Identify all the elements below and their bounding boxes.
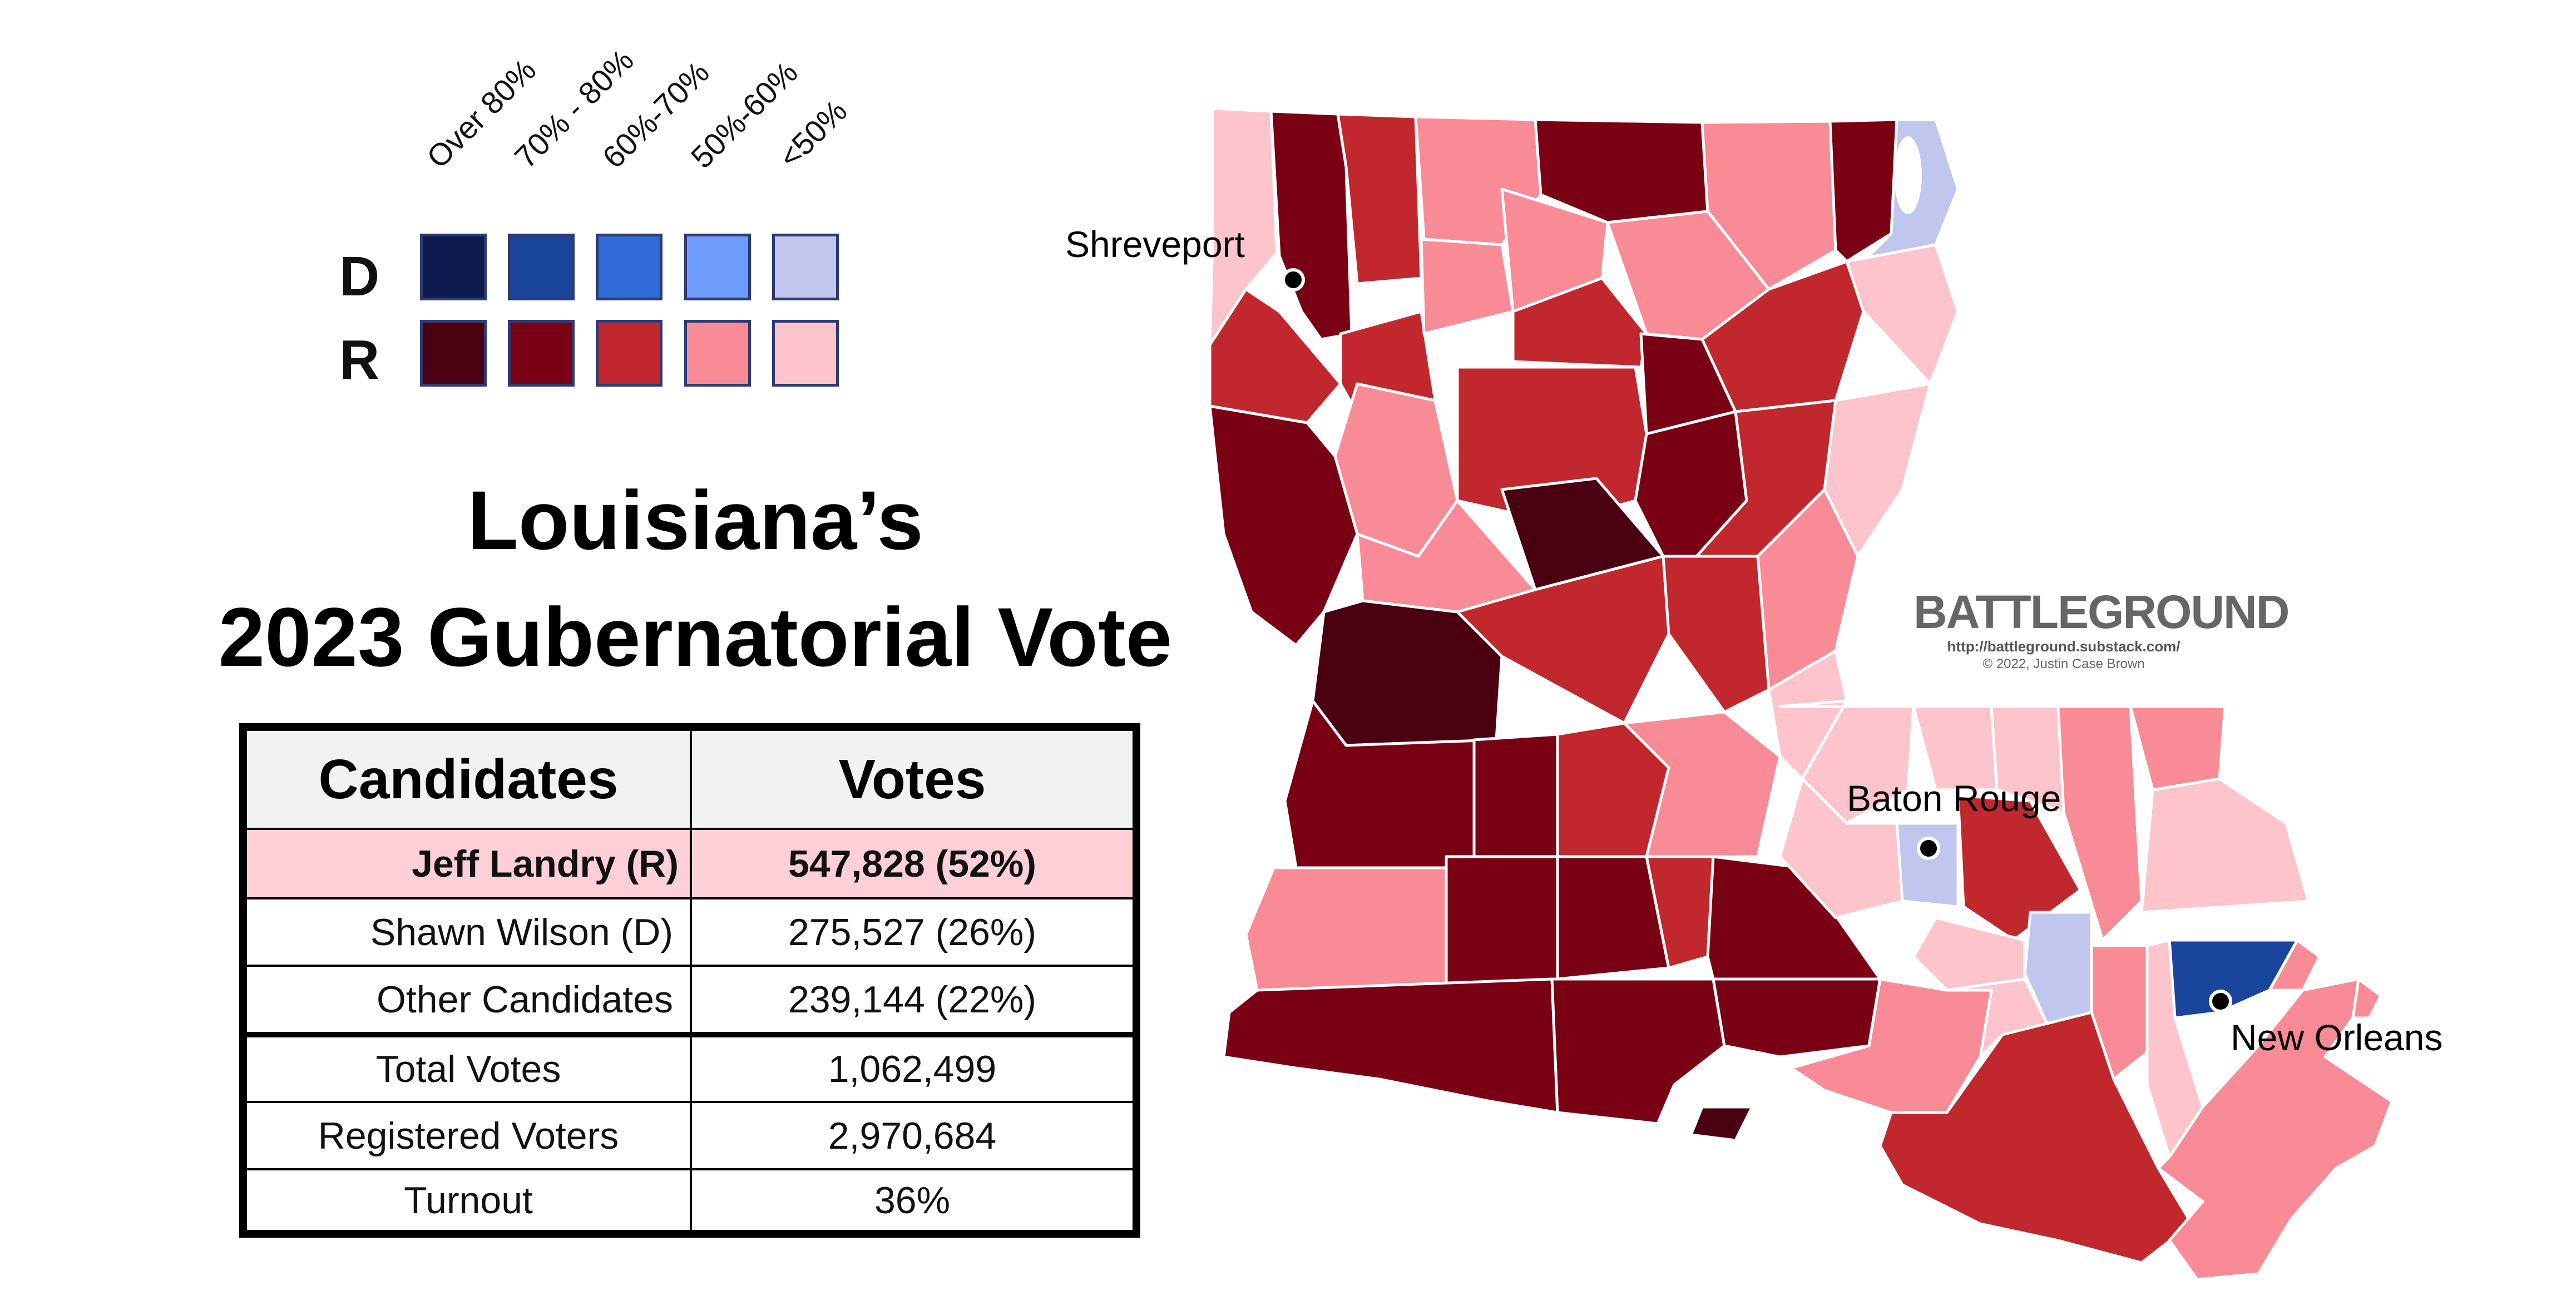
parish-region[interactable]	[1778, 777, 1904, 920]
table-row-winner: Jeff Landry (R) 547,828 (52%)	[247, 828, 1133, 897]
candidate-name: Jeff Landry (R)	[247, 830, 692, 897]
swatch-d-under-50	[772, 234, 839, 300]
swatch-r-60-70	[596, 320, 662, 387]
stat-label: Total Votes	[247, 1037, 692, 1101]
parish-region[interactable]	[1823, 382, 1932, 558]
legend: Over 80% 70% - 80% 60%-70% 50%-60% <50% …	[300, 42, 923, 406]
city-baton-rouge: Baton Rouge	[1847, 778, 2061, 860]
swatch-d-50-60	[684, 234, 751, 300]
table-header-row: Candidates Votes	[247, 731, 1133, 828]
parish-region[interactable]	[1472, 733, 1559, 869]
stat-label: Turnout	[247, 1170, 692, 1230]
city-new-orleans: New Orleans	[2209, 990, 2442, 1058]
parish-region[interactable]	[2157, 977, 2394, 1281]
parish-region[interactable]	[1662, 555, 1771, 714]
candidate-name: Shawn Wilson (D)	[247, 899, 692, 965]
swatch-d-60-70	[596, 234, 662, 300]
header-votes: Votes	[838, 748, 986, 810]
parish-region[interactable]	[1550, 977, 1726, 1125]
parish-region[interactable]	[1712, 977, 1882, 1059]
city-marker	[1917, 837, 1940, 860]
legend-party-d: D	[339, 245, 380, 308]
swatch-d-over-80	[420, 234, 487, 300]
parish-region[interactable]	[1700, 120, 1837, 291]
parish-region[interactable]	[2351, 977, 2382, 1020]
table-row: Turnout 36%	[247, 1168, 1133, 1230]
parish-region[interactable]	[1895, 822, 1960, 908]
candidate-votes: 239,144 (22%)	[788, 978, 1037, 1021]
header-candidates: Candidates	[247, 731, 692, 828]
title-line-1: Louisiana’s	[467, 473, 923, 567]
legend-party-r: R	[339, 329, 380, 391]
swatch-r-over-80	[420, 320, 487, 387]
candidate-votes: 547,828 (52%)	[788, 842, 1037, 885]
parish-region[interactable]	[1445, 855, 1559, 992]
city-label: New Orleans	[2231, 1017, 2442, 1058]
table-row: Total Votes 1,062,499	[247, 1032, 1133, 1101]
parish-region[interactable]	[1336, 112, 1423, 285]
parish-region[interactable]	[2056, 705, 2143, 942]
swatch-r-under-50	[772, 320, 839, 387]
parish-region[interactable]	[1420, 238, 1515, 335]
parish-region[interactable]	[1828, 118, 1898, 263]
parish-region[interactable]	[2140, 777, 2310, 914]
brand-url[interactable]: http://battleground.substack.com/	[1947, 638, 2181, 655]
stat-value: 2,970,684	[828, 1114, 997, 1157]
parish-region[interactable]	[1845, 243, 1960, 385]
parish-region[interactable]	[1878, 1011, 2193, 1264]
parish-region[interactable]	[1689, 1105, 1754, 1142]
table-row: Registered Voters 2,970,684	[247, 1101, 1133, 1168]
title-line-2: 2023 Gubernatorial Vote	[218, 590, 1173, 684]
stat-value: 36%	[874, 1179, 951, 1222]
city-marker	[2209, 990, 2232, 1013]
city-marker	[1282, 268, 1305, 291]
parish-region[interactable]	[1269, 110, 1353, 341]
swatch-d-70-80	[508, 234, 575, 300]
candidate-name: Other Candidates	[247, 967, 692, 1032]
stat-value: 1,062,499	[828, 1048, 997, 1090]
swatch-r-70-80	[508, 320, 575, 387]
parish-region[interactable]	[1244, 866, 1448, 992]
parish-region[interactable]	[1623, 710, 1782, 858]
candidate-votes: 275,527 (26%)	[788, 911, 1037, 953]
table-row: Other Candidates 239,144 (22%)	[247, 965, 1133, 1032]
city-label: Baton Rouge	[1847, 778, 2061, 819]
city-shreveport: Shreveport	[1065, 224, 1305, 291]
map-title: Louisiana’s 2023 Gubernatorial Vote	[139, 462, 1252, 695]
parish-region[interactable]	[2129, 705, 2227, 792]
results-table: Candidates Votes Jeff Landry (R) 547,828…	[239, 723, 1140, 1238]
brand-copyright: © 2022, Justin Case Brown	[1982, 656, 2145, 671]
city-label: Shreveport	[1065, 224, 1245, 265]
parish-region[interactable]	[1222, 977, 1559, 1114]
brand-name: BATTLEGROUND	[1914, 586, 2290, 638]
table-row: Shawn Wilson (D) 275,527 (26%)	[247, 897, 1133, 965]
stat-label: Registered Voters	[247, 1103, 692, 1168]
parish-region[interactable]	[2268, 938, 2321, 992]
swatch-r-50-60	[684, 320, 751, 387]
battleground-logo: BATTLEGROUND http://battleground.substac…	[1914, 586, 2290, 673]
